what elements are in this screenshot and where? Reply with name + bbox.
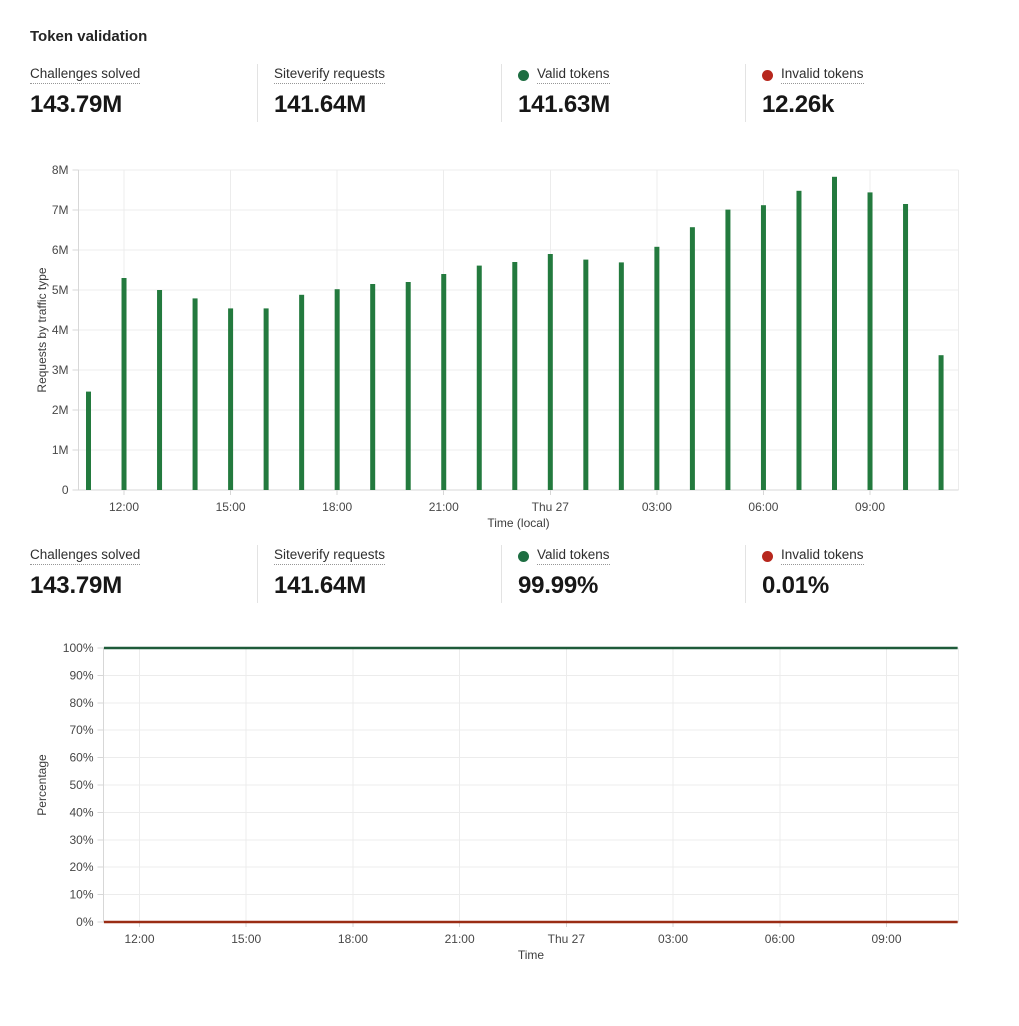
requests-bar-chart[interactable]: 0 1M 2M 3M 4M 5M 6M 7M 8M 12:00 15:00 18:00 21:00 Thu… (0, 155, 1019, 532)
x-axis-title: Time (518, 948, 545, 962)
valid-tokens-dot (518, 550, 529, 562)
y-tick-label: 3M (52, 363, 69, 377)
traffic-bar[interactable] (334, 289, 340, 490)
stat-value-valid-tokens: 141.63M (518, 91, 610, 118)
traffic-bar[interactable] (86, 391, 91, 490)
stat-valid-tokens: Valid tokens 99.99% (501, 545, 745, 603)
stat-value-siteverify-requests: 141.64M (274, 572, 366, 599)
y-tick-label: 90% (69, 668, 93, 682)
traffic-bar[interactable] (583, 259, 589, 490)
stat-siteverify-requests: Siteverify requests 141.64M (257, 545, 501, 603)
traffic-bar[interactable] (228, 308, 234, 490)
x-tick-label: 09:00 (871, 932, 901, 946)
traffic-bar[interactable] (263, 308, 269, 490)
y-tick-label: 7M (52, 203, 69, 217)
stat-value-invalid-tokens: 12.26k (762, 91, 835, 118)
stat-valid-tokens: Valid tokens 141.63M (501, 64, 745, 122)
stat-label-challenges-solved[interactable]: Challenges solved (30, 66, 141, 84)
traffic-bar[interactable] (689, 227, 695, 490)
x-tick-label: 21:00 (429, 500, 459, 514)
stat-invalid-tokens: Invalid tokens 12.26k (745, 64, 989, 122)
traffic-bar[interactable] (121, 278, 127, 490)
y-tick-label: 50% (69, 778, 93, 792)
stat-challenges-solved: Challenges solved 143.79M (30, 64, 257, 122)
stat-label-challenges-solved[interactable]: Challenges solved (30, 547, 141, 565)
x-axis-title: Time (local) (487, 516, 549, 530)
traffic-bar[interactable] (547, 254, 553, 490)
traffic-bar[interactable] (796, 190, 802, 491)
traffic-bar[interactable] (618, 262, 624, 490)
traffic-bar[interactable] (938, 355, 944, 490)
x-tick-label: 03:00 (642, 500, 672, 514)
traffic-bar[interactable] (760, 205, 766, 490)
y-axis-title: Percentage (35, 754, 49, 816)
x-tick-label: 12:00 (124, 932, 154, 946)
stat-label-siteverify-requests[interactable]: Siteverify requests (274, 547, 386, 565)
x-tick-label: 21:00 (445, 932, 475, 946)
stat-value-invalid-tokens: 0.01% (762, 572, 830, 599)
y-tick-label: 0% (76, 915, 94, 929)
traffic-bar[interactable] (405, 282, 411, 490)
stat-challenges-solved: Challenges solved 143.79M (30, 545, 257, 603)
stat-value-siteverify-requests: 141.64M (274, 91, 366, 118)
traffic-bar[interactable] (476, 265, 482, 490)
traffic-bar[interactable] (512, 262, 518, 490)
valid-tokens-dot (518, 69, 529, 81)
x-tick-label: 15:00 (216, 500, 246, 514)
x-tick-label: 15:00 (231, 932, 261, 946)
page-title: Token validation (30, 28, 148, 45)
traffic-bar[interactable] (867, 192, 873, 490)
y-tick-label: 10% (69, 888, 93, 902)
traffic-bar[interactable] (903, 204, 909, 490)
y-tick-label: 1M (52, 443, 69, 457)
y-tick-label: 6M (52, 243, 69, 257)
stat-value-challenges-solved: 143.79M (30, 572, 122, 599)
stat-value-challenges-solved: 143.79M (30, 91, 122, 118)
y-tick-label: 8M (52, 163, 69, 177)
traffic-bar[interactable] (832, 176, 837, 491)
stat-siteverify-requests: Siteverify requests 141.64M (257, 64, 501, 122)
traffic-bar[interactable] (299, 294, 305, 490)
traffic-bar[interactable] (192, 298, 198, 490)
y-tick-label: 60% (69, 751, 93, 765)
y-tick-label: 4M (52, 323, 69, 337)
invalid-tokens-dot (762, 550, 773, 562)
x-tick-label: 18:00 (322, 500, 352, 514)
stat-label-invalid-tokens[interactable]: Invalid tokens (781, 66, 864, 84)
y-axis-title: Requests by traffic type (35, 267, 49, 393)
traffic-bar[interactable] (441, 274, 447, 490)
y-tick-label: 20% (69, 860, 93, 874)
percentage-line-chart[interactable]: 0% 10% 20% 30% 40% 50% 60% 70% 80% 90% 100% 12:00 15… (0, 640, 1019, 975)
stats-row-top: Challenges solved 143.79M Siteverify req… (30, 64, 989, 122)
traffic-bar[interactable] (654, 246, 660, 490)
y-tick-label: 40% (69, 805, 93, 819)
stats-row-bottom: Challenges solved 143.79M Siteverify req… (30, 545, 989, 603)
x-tick-label: Thu 27 (532, 500, 570, 514)
y-tick-label: 30% (69, 833, 93, 847)
y-tick-label: 2M (52, 403, 69, 417)
traffic-bar[interactable] (725, 209, 731, 490)
y-tick-label: 70% (69, 723, 93, 737)
y-tick-label: 80% (69, 696, 93, 710)
x-tick-label: Thu 27 (548, 932, 586, 946)
invalid-tokens-dot (762, 69, 773, 81)
traffic-bar[interactable] (370, 284, 376, 490)
stat-label-siteverify-requests[interactable]: Siteverify requests (274, 66, 386, 84)
x-tick-label: 06:00 (765, 932, 795, 946)
y-tick-label: 0 (62, 483, 69, 497)
x-tick-label: 03:00 (658, 932, 688, 946)
x-tick-label: 12:00 (109, 500, 139, 514)
stat-invalid-tokens: Invalid tokens 0.01% (745, 545, 989, 603)
x-tick-label: 18:00 (338, 932, 368, 946)
traffic-bar[interactable] (157, 290, 163, 490)
stat-label-invalid-tokens[interactable]: Invalid tokens (781, 547, 864, 565)
y-tick-label: 5M (52, 283, 69, 297)
y-tick-label: 100% (63, 641, 94, 655)
stat-value-valid-tokens: 99.99% (518, 572, 599, 599)
x-tick-label: 06:00 (748, 500, 778, 514)
x-tick-label: 09:00 (855, 500, 885, 514)
stat-label-valid-tokens[interactable]: Valid tokens (537, 547, 610, 565)
stat-label-valid-tokens[interactable]: Valid tokens (537, 66, 610, 84)
